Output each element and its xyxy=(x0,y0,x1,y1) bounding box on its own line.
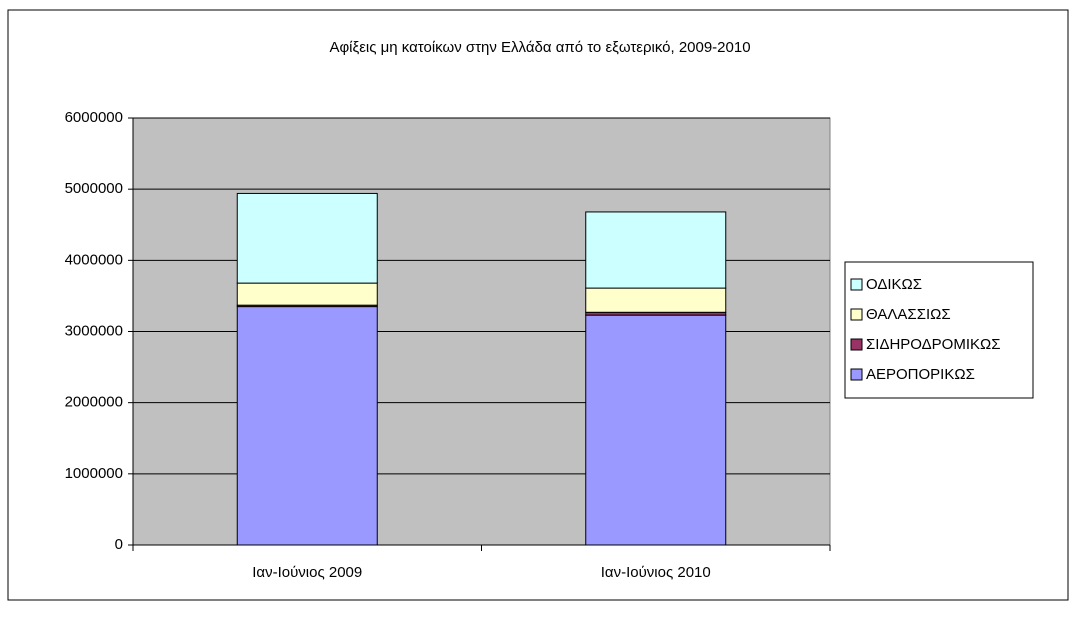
x-tick-label: Ιαν-Ιούνιος 2010 xyxy=(601,564,711,581)
bar-segment xyxy=(585,314,727,546)
legend-box xyxy=(844,261,1034,399)
y-tick-label: 5000000 xyxy=(65,180,123,197)
legend-swatch xyxy=(850,308,863,321)
bar-segment xyxy=(585,211,727,289)
x-tick-label: Ιαν-Ιούνιος 2009 xyxy=(252,564,362,581)
bar-segment xyxy=(585,287,727,313)
y-tick-label: 3000000 xyxy=(65,322,123,339)
y-tick-label: 4000000 xyxy=(65,251,123,268)
y-tick-label: 6000000 xyxy=(65,109,123,126)
legend-swatch xyxy=(850,338,863,351)
legend-swatch xyxy=(850,278,863,291)
y-tick-label: 0 xyxy=(115,536,123,553)
bar-segment xyxy=(236,282,378,306)
legend-label: ΘΑΛΑΣΣΙΩΣ xyxy=(866,306,951,323)
bar-segment xyxy=(236,306,378,546)
y-tick-label: 2000000 xyxy=(65,394,123,411)
legend-label: ΣΙΔΗΡΟΔΡΟΜΙΚΩΣ xyxy=(866,336,1001,353)
legend-swatch xyxy=(850,368,863,381)
legend-label: ΟΔΙΚΩΣ xyxy=(866,276,922,293)
bar-segment xyxy=(236,192,378,284)
chart-title: Αφίξεις μη κατοίκων στην Ελλάδα από το ε… xyxy=(329,39,750,56)
y-tick-label: 1000000 xyxy=(65,465,123,482)
legend-label: ΑΕΡΟΠΟΡΙΚΩΣ xyxy=(866,366,975,383)
